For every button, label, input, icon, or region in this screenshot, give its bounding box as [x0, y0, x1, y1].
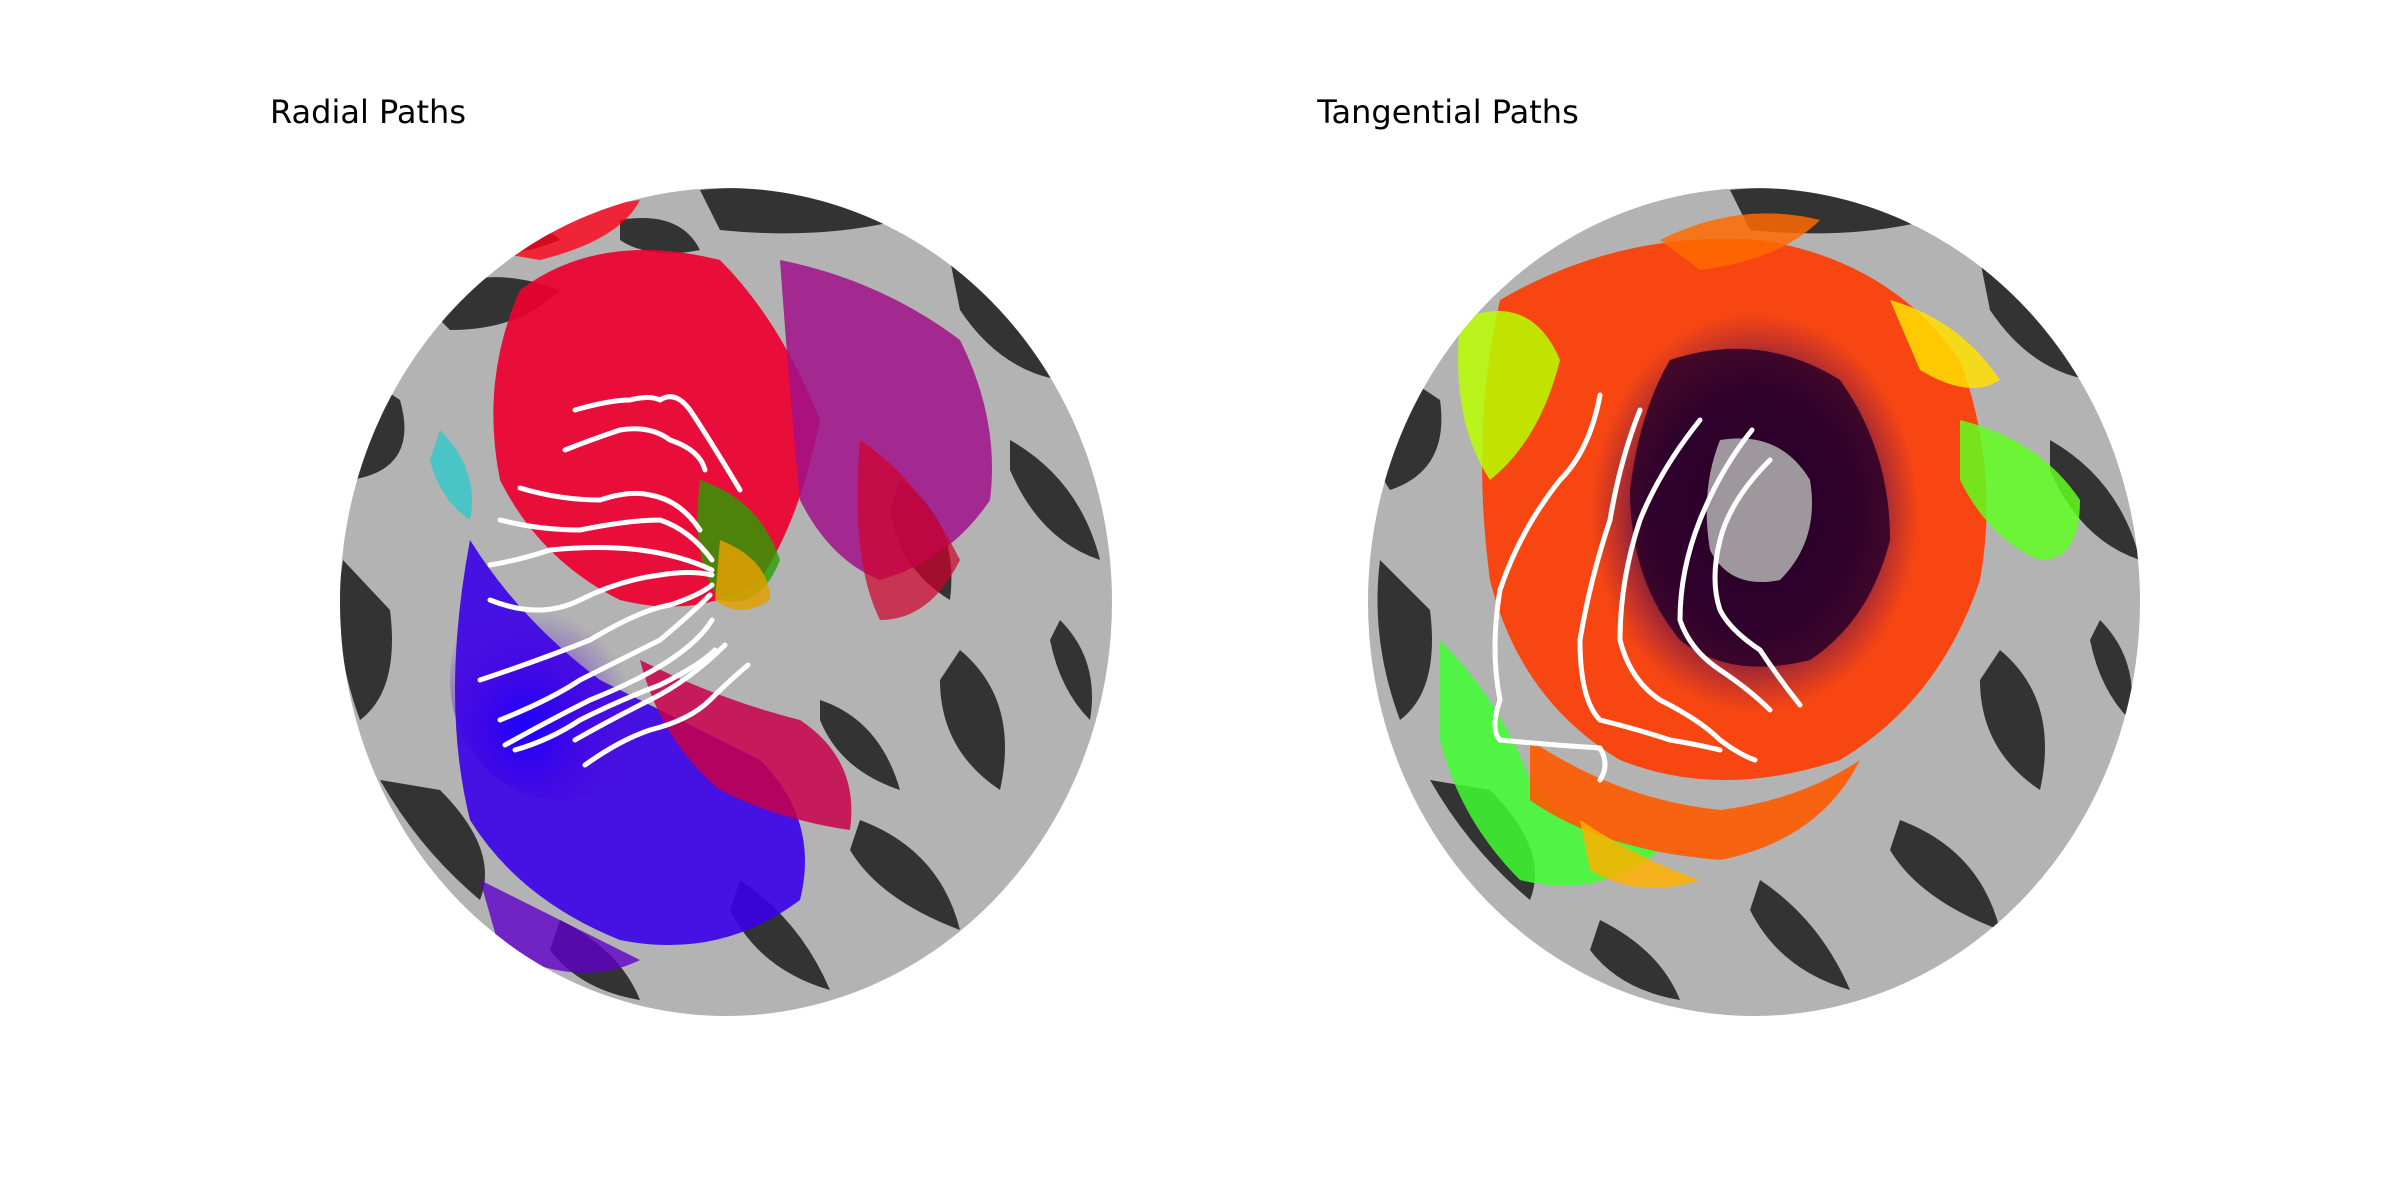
radial-path [502, 617, 715, 748]
tangential-path-set [1492, 392, 1803, 783]
radial-path [477, 582, 715, 683]
radial-path [572, 642, 728, 743]
tangential-paths-panel: Tangential Paths [1200, 0, 2400, 1200]
radial-path [487, 545, 715, 573]
tangential-path [1712, 457, 1803, 708]
tangential-path [1492, 392, 1608, 783]
tangential-path [1677, 427, 1773, 713]
tangential-path [1577, 407, 1723, 753]
radial-path [512, 647, 718, 753]
radial-path-set [477, 394, 751, 768]
radial-cortex [340, 188, 1112, 1016]
radial-path [497, 517, 715, 563]
radial-path [517, 485, 703, 533]
radial-paths-panel: Radial Paths [270, 93, 1112, 1016]
tangential-map-svg [1368, 188, 2140, 1016]
tangential-path [1617, 417, 1758, 763]
panel-title-tangential: Tangential Paths [1317, 93, 1579, 131]
tangential-cortex [1368, 188, 2140, 1016]
panel-title-radial: Radial Paths [270, 93, 466, 131]
radial-path [572, 394, 743, 493]
radial-path [582, 662, 751, 768]
radial-path [487, 570, 715, 613]
radial-map-svg [340, 188, 1112, 1016]
radial-path [562, 426, 708, 473]
radial-path [497, 592, 713, 723]
